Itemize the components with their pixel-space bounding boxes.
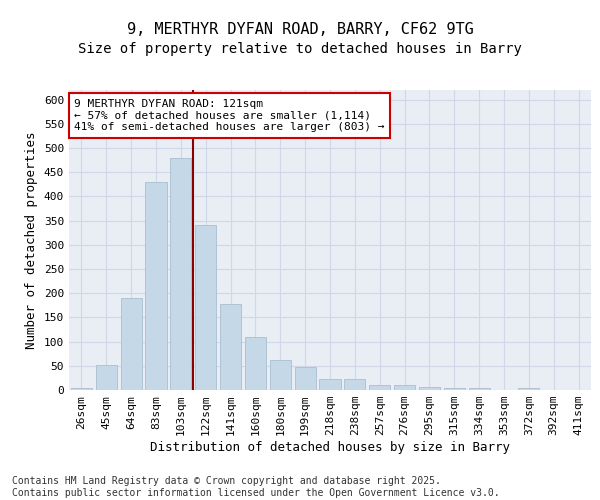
Bar bbox=[344, 380, 365, 390]
Bar bbox=[319, 380, 341, 390]
X-axis label: Distribution of detached houses by size in Barry: Distribution of detached houses by size … bbox=[150, 441, 510, 454]
Text: Contains HM Land Registry data © Crown copyright and database right 2025.
Contai: Contains HM Land Registry data © Crown c… bbox=[12, 476, 500, 498]
Bar bbox=[394, 385, 415, 390]
Text: 9, MERTHYR DYFAN ROAD, BARRY, CF62 9TG: 9, MERTHYR DYFAN ROAD, BARRY, CF62 9TG bbox=[127, 22, 473, 38]
Bar bbox=[270, 360, 291, 390]
Bar bbox=[444, 388, 465, 390]
Bar bbox=[96, 365, 117, 390]
Bar bbox=[195, 226, 216, 390]
Y-axis label: Number of detached properties: Number of detached properties bbox=[25, 131, 38, 349]
Bar bbox=[518, 388, 539, 390]
Text: 9 MERTHYR DYFAN ROAD: 121sqm
← 57% of detached houses are smaller (1,114)
41% of: 9 MERTHYR DYFAN ROAD: 121sqm ← 57% of de… bbox=[74, 99, 385, 132]
Bar bbox=[295, 368, 316, 390]
Bar bbox=[369, 385, 390, 390]
Bar bbox=[469, 388, 490, 390]
Bar bbox=[170, 158, 191, 390]
Bar bbox=[71, 388, 92, 390]
Text: Size of property relative to detached houses in Barry: Size of property relative to detached ho… bbox=[78, 42, 522, 56]
Bar bbox=[220, 304, 241, 390]
Bar bbox=[145, 182, 167, 390]
Bar bbox=[419, 386, 440, 390]
Bar bbox=[121, 298, 142, 390]
Bar bbox=[245, 337, 266, 390]
